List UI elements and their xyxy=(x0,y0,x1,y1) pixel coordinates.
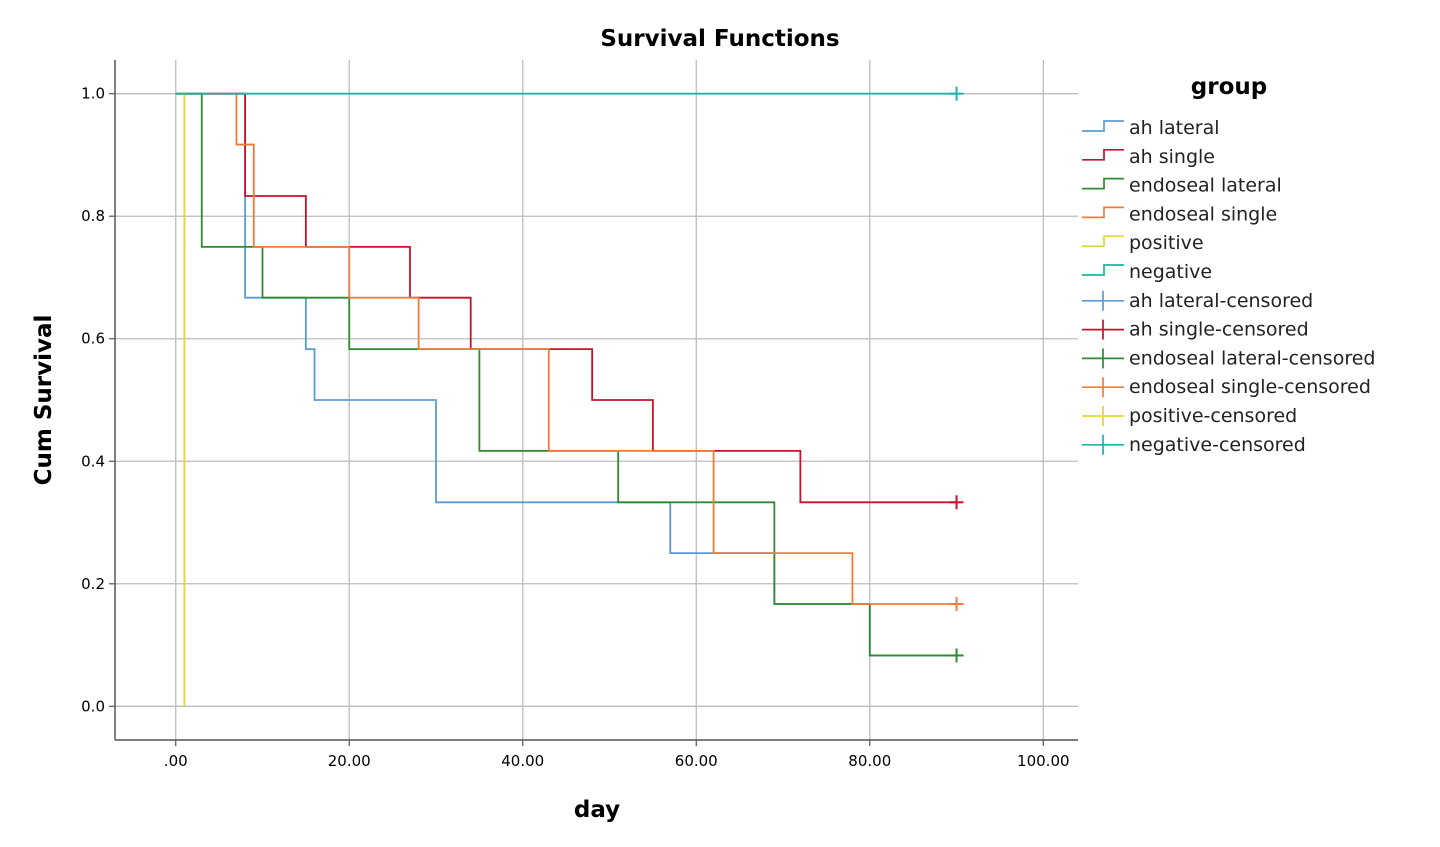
legend-label: negative-censored xyxy=(1129,434,1306,456)
legend-swatch-line xyxy=(1082,235,1124,248)
legend-label: endoseal single-censored xyxy=(1129,376,1371,398)
legend-title: group xyxy=(1191,74,1267,100)
legend-swatch-line xyxy=(1082,148,1124,161)
legend-items: ah lateral ah single endoseal lateral endos… xyxy=(1082,117,1375,456)
legend-label: endoseal lateral-censored xyxy=(1129,347,1375,369)
x-tick-label: 20.00 xyxy=(328,752,371,770)
x-tick-label: 40.00 xyxy=(501,752,544,770)
x-tick-label: 80.00 xyxy=(848,752,891,770)
censor-mark-ah-single xyxy=(949,495,964,510)
x-tick-label: 60.00 xyxy=(675,752,718,770)
legend-label: ah single-censored xyxy=(1129,319,1309,341)
legend-item: ah lateral xyxy=(1082,117,1220,139)
axes xyxy=(114,60,1078,741)
series-line-endoseal-single xyxy=(175,92,957,605)
series-lines xyxy=(175,92,957,707)
legend-label: ah single xyxy=(1129,146,1215,168)
x-axis-ticks: .00 20.00 40.00 60.00 80.00 100.00 xyxy=(164,740,1070,770)
series-line-ah-lateral xyxy=(175,92,957,657)
legend-label: positive-censored xyxy=(1129,405,1297,427)
y-tick-label: 0.4 xyxy=(81,452,105,470)
legend-item: negative-censored xyxy=(1082,434,1306,456)
legend-label: endoseal single xyxy=(1129,203,1277,225)
y-tick-label: 0.8 xyxy=(81,207,105,225)
series-line-ah-single xyxy=(175,92,957,504)
legend-swatch-line xyxy=(1082,206,1124,219)
legend-item: ah single xyxy=(1082,146,1215,168)
censor-mark-negative xyxy=(949,86,964,101)
legend-item: endoseal lateral xyxy=(1082,175,1282,197)
censor-mark-endoseal-lateral xyxy=(949,648,964,663)
chart-title: Survival Functions xyxy=(600,26,839,52)
legend-label: negative xyxy=(1129,261,1212,283)
y-tick-label: 0.0 xyxy=(81,697,105,715)
legend-item: positive-censored xyxy=(1082,405,1297,427)
legend-label: positive xyxy=(1129,232,1204,254)
y-tick-label: 1.0 xyxy=(81,85,105,103)
series-line-endoseal-lateral xyxy=(175,92,957,657)
legend-item: endoseal single-censored xyxy=(1082,376,1371,398)
legend-swatch-line xyxy=(1082,120,1124,132)
series-line-positive xyxy=(175,92,186,707)
x-tick-label: .00 xyxy=(164,752,188,770)
legend: group ah lateral ah single endoseal latera… xyxy=(1082,74,1375,456)
x-axis-title: day xyxy=(574,797,620,823)
y-axis-ticks: 0.0 0.2 0.4 0.6 0.8 1.0 xyxy=(81,85,115,715)
legend-swatch-line xyxy=(1082,264,1124,276)
legend-item: negative xyxy=(1082,261,1212,283)
censored-markers xyxy=(949,86,964,663)
y-tick-label: 0.6 xyxy=(81,330,105,348)
legend-item: endoseal lateral-censored xyxy=(1082,347,1375,369)
legend-item: ah single-censored xyxy=(1082,319,1309,341)
legend-label: ah lateral-censored xyxy=(1129,290,1313,312)
legend-label: ah lateral xyxy=(1129,117,1220,139)
y-tick-label: 0.2 xyxy=(81,575,105,593)
legend-item: positive xyxy=(1082,232,1204,254)
legend-swatch-line xyxy=(1082,177,1124,190)
y-axis-title: Cum Survival xyxy=(31,315,57,486)
legend-label: endoseal lateral xyxy=(1129,175,1282,197)
censor-mark-endoseal-single xyxy=(949,597,964,611)
legend-item: endoseal single xyxy=(1082,203,1277,225)
legend-item: ah lateral-censored xyxy=(1082,290,1313,312)
x-tick-label: 100.00 xyxy=(1017,752,1070,770)
